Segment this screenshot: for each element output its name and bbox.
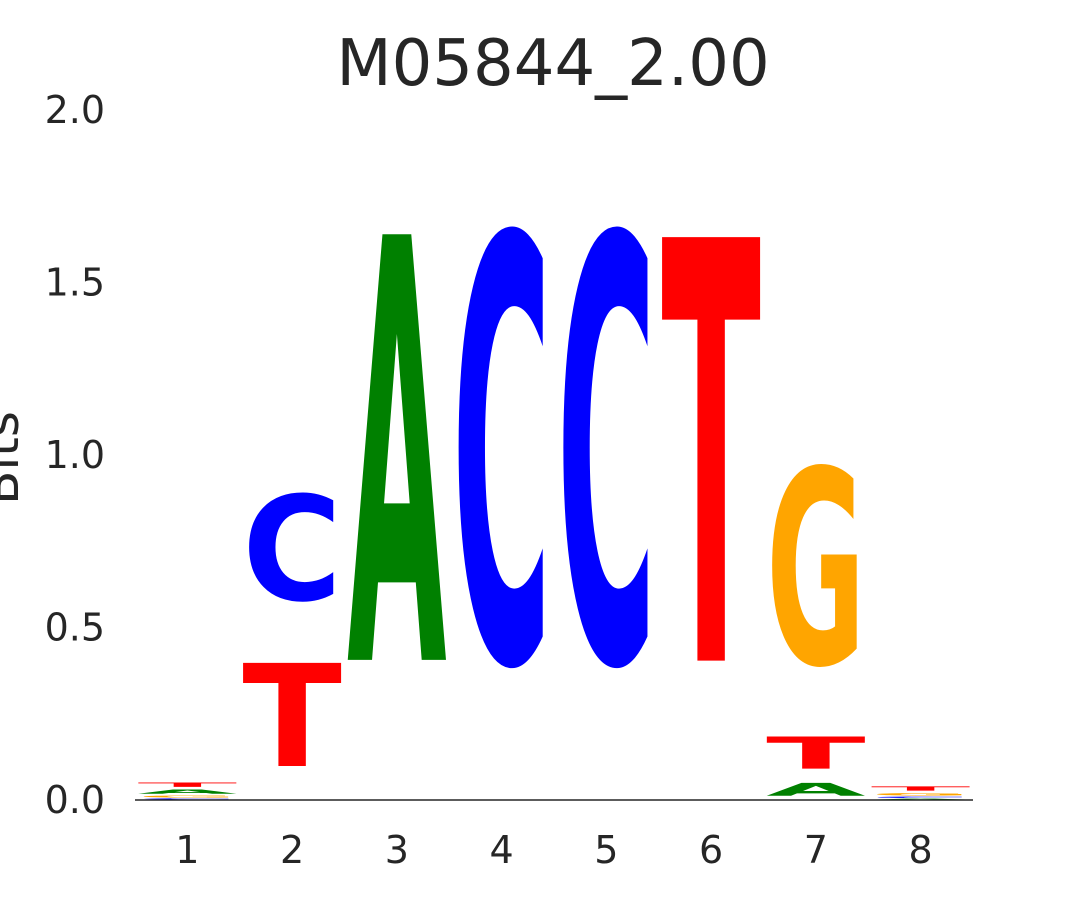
logo-letter-g: G — [138, 795, 237, 798]
logo-letter-t: T — [661, 122, 761, 798]
x-tick-label: 5 — [594, 828, 618, 872]
logo-letter-a: A — [347, 118, 447, 798]
x-tick-labels: 1 2 3 4 5 6 7 8 — [175, 828, 932, 872]
logo-letter-g: G — [871, 792, 971, 796]
y-tick-label: 2.0 — [45, 88, 105, 132]
logo-letter-c: C — [871, 796, 971, 798]
y-tick-label: 0.5 — [45, 606, 105, 650]
x-tick-label: 6 — [699, 828, 723, 872]
chart-title: M05844_2.00 — [336, 27, 769, 101]
x-tick-label: 7 — [804, 828, 828, 872]
logo-letter-t: T — [242, 635, 342, 799]
x-tick-label: 8 — [909, 828, 933, 872]
logo-letter-c: C — [242, 467, 342, 635]
logo-letter-c: C — [557, 118, 657, 797]
y-tick-label: 0.0 — [45, 778, 105, 822]
x-tick-label: 1 — [175, 828, 199, 872]
logo-letter-a: A — [138, 788, 238, 795]
logo-letter-t: T — [871, 785, 971, 792]
logo-letter-c: C — [452, 118, 552, 797]
y-tick-labels: 0.0 0.5 1.0 1.5 2.0 — [45, 88, 105, 822]
y-axis-label: Bits — [0, 411, 30, 505]
logo-letter-a: A — [871, 798, 970, 800]
logo-letter-g: G — [766, 416, 865, 728]
y-tick-label: 1.0 — [45, 433, 105, 477]
y-tick-label: 1.5 — [45, 261, 105, 305]
logo-letter-a: A — [766, 779, 865, 800]
x-tick-label: 3 — [385, 828, 409, 872]
x-tick-label: 2 — [280, 828, 304, 872]
x-tick-label: 4 — [490, 828, 514, 872]
logo-letter-t: T — [138, 781, 238, 788]
logo-letter-t: T — [766, 728, 865, 779]
logo-letter-c: C — [138, 798, 238, 800]
